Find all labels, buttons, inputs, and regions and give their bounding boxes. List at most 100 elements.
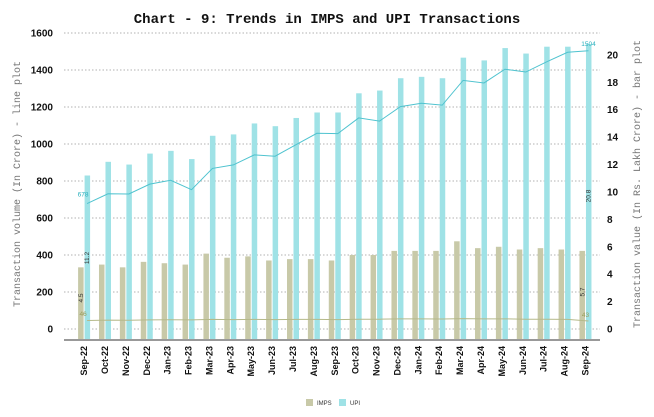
bar-imps: [307, 259, 314, 339]
x-tick-label: Apr-23: [225, 346, 235, 375]
x-tick-label: Mar-24: [455, 346, 465, 375]
bar-upi: [439, 78, 446, 339]
line-imps: [87, 318, 589, 322]
bar-imps: [245, 256, 251, 339]
bar-upi: [272, 126, 279, 340]
x-tick-label: Jul-24: [539, 346, 549, 372]
bar-upi: [230, 134, 237, 339]
x-tick-label: Aug-23: [309, 346, 319, 377]
bar-upi: [209, 135, 216, 339]
x-tick-label: Aug-24: [560, 346, 570, 377]
bar-upi: [251, 123, 258, 339]
y-left-tick: 400: [36, 251, 53, 262]
legend-label-imps: IMPS: [317, 401, 332, 407]
bar-imps: [475, 248, 481, 339]
legend-swatch-imps: [306, 399, 313, 406]
x-tick-label: Dec-23: [392, 346, 402, 376]
y-right-tick: 12: [607, 160, 619, 171]
bar-imps: [78, 267, 84, 339]
bar-imps: [328, 260, 335, 339]
x-tick-label: Feb-24: [434, 346, 444, 375]
y-right-tick: 10: [607, 187, 619, 198]
bar-imps: [537, 248, 544, 339]
y-right-tick: 20: [607, 50, 619, 61]
bar-imps: [266, 260, 272, 339]
bar-upi: [105, 161, 111, 339]
bar-imps: [224, 257, 230, 339]
x-tick-label: Sep-22: [79, 346, 89, 376]
bar-imps: [495, 246, 502, 339]
bar-imps: [182, 264, 189, 339]
chart-title: Chart - 9: Trends in IMPS and UPI Transa…: [134, 12, 520, 28]
y-left-tick: 1200: [31, 103, 54, 114]
data-label-imps-bar-first: 4.5: [78, 293, 85, 302]
legend: IMPS UPI: [306, 399, 360, 407]
y-axis-right-label: Transaction value (In Rs. Lakh Crore) - …: [632, 40, 644, 328]
bar-upi: [502, 48, 508, 340]
bar-upi: [147, 153, 153, 339]
bar-imps: [203, 253, 209, 339]
x-tick-label: Sep-23: [330, 346, 340, 376]
x-tick-label: May-24: [497, 346, 507, 377]
bar-imps: [391, 250, 397, 339]
line-upi: [86, 50, 589, 205]
bar-upi: [460, 57, 467, 340]
bar-upi: [126, 164, 132, 339]
bar-upi: [314, 112, 320, 340]
y-right-tick: 8: [607, 215, 613, 226]
bar-upi: [335, 112, 341, 340]
bar-imps: [370, 255, 377, 339]
x-tick-label: Jun-23: [267, 346, 277, 375]
x-tick-label: Jul-23: [288, 346, 298, 372]
bar-imps: [140, 261, 147, 339]
x-tick-label: Mar-23: [204, 346, 214, 375]
y-right-tick: 6: [607, 242, 613, 253]
y-left-tick: 1600: [31, 29, 54, 40]
bar-upi: [84, 175, 91, 339]
x-tick-label: Apr-24: [476, 346, 486, 375]
data-label-imps-line-first: 46: [79, 311, 87, 318]
data-label-imps-bar-last: 5.7: [579, 287, 586, 296]
y-left-tick: 600: [36, 214, 53, 225]
bar-upi: [585, 43, 592, 340]
bar-upi: [565, 46, 571, 339]
y-right-tick: 16: [607, 105, 619, 116]
bar-imps: [412, 250, 418, 339]
bar-upi: [481, 60, 488, 339]
bar-upi: [397, 78, 404, 339]
bar-imps: [558, 249, 565, 339]
bar-imps: [119, 267, 126, 339]
y-right-tick: 18: [607, 78, 619, 89]
bar-imps: [433, 250, 439, 339]
y-left-tick: 0: [47, 325, 53, 336]
bar-upi: [356, 93, 362, 339]
data-label-upi-line-last: 1504: [581, 41, 596, 48]
y-left-tick: 800: [36, 177, 53, 188]
y-right-tick: 2: [607, 297, 613, 308]
bar-upi: [293, 117, 299, 340]
bar-imps: [98, 264, 105, 339]
x-tick-label: Jun-24: [518, 346, 528, 375]
data-label-upi-bar-first: 11.2: [84, 252, 91, 265]
bar-upi: [418, 76, 425, 339]
x-tick-label: Sep-24: [580, 346, 590, 376]
y-right-tick: 14: [607, 133, 619, 144]
x-tick-label: Oct-22: [100, 346, 110, 374]
x-tick-label: Oct-23: [351, 346, 361, 374]
x-tick-label: Jan-23: [163, 346, 173, 375]
bar-imps: [516, 249, 523, 339]
legend-label-upi: UPI: [350, 401, 360, 407]
x-tick-label: Jan-24: [413, 346, 423, 375]
y-left-tick: 1400: [31, 66, 54, 77]
data-label-upi-line-first: 678: [78, 192, 89, 199]
x-tick-label: Dec-22: [142, 346, 152, 376]
x-tick-label: Nov-23: [372, 346, 382, 376]
bar-upi: [523, 53, 529, 340]
bar-upi: [189, 159, 195, 339]
data-label-imps-line-last: 43: [582, 312, 590, 319]
bar-upi: [168, 150, 174, 339]
x-tick-label: May-23: [246, 346, 256, 377]
y-right-tick: 0: [607, 325, 613, 336]
y-left-tick: 200: [36, 288, 53, 299]
